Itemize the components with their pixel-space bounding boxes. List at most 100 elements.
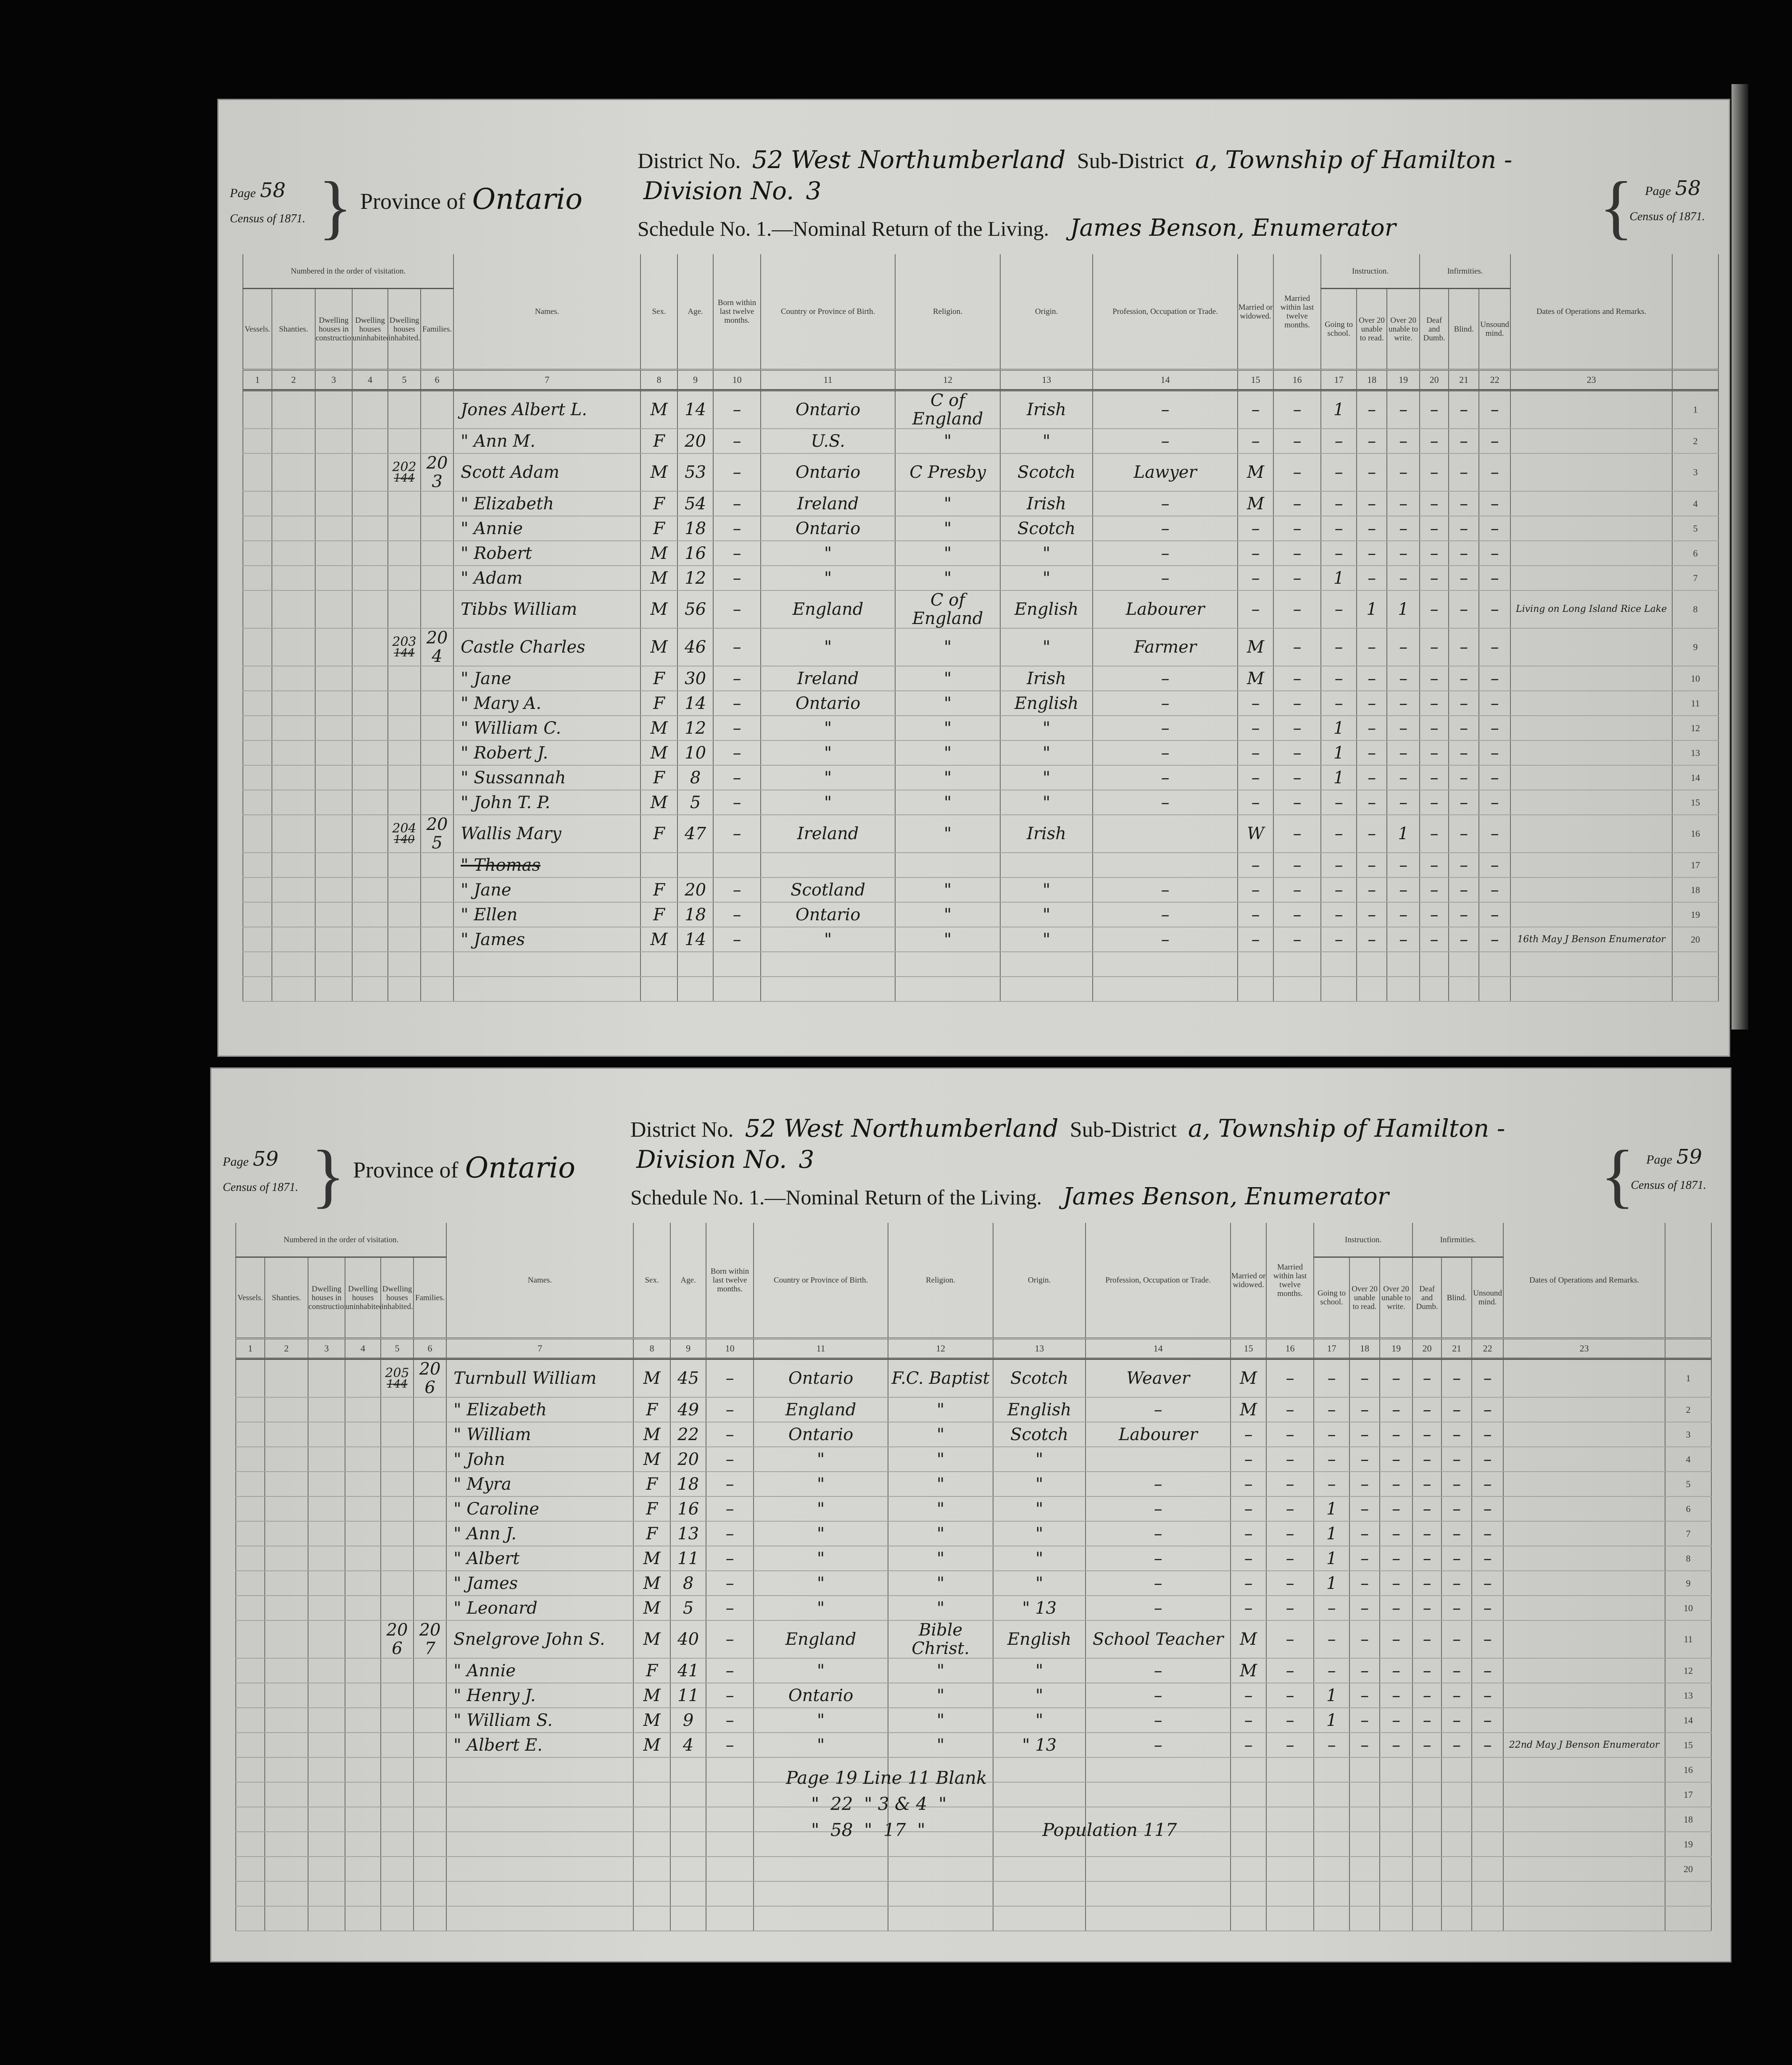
cell-col-21: – — [1441, 1397, 1473, 1422]
blank-cell — [1230, 1881, 1267, 1907]
cell-col-21: – — [1448, 453, 1480, 492]
cell-col-4 — [352, 628, 388, 666]
blank-cell — [1266, 1881, 1315, 1907]
cell-col-12: " — [895, 541, 1001, 566]
cell-col-3 — [308, 1620, 345, 1659]
blank-cell — [1230, 1906, 1267, 1931]
cell-col-6 — [413, 1832, 447, 1857]
blank-cell — [1672, 977, 1719, 1002]
cell-col-17: – — [1320, 790, 1357, 815]
cell-col-21: – — [1441, 1658, 1473, 1683]
cell-col-22: – — [1478, 666, 1511, 691]
cell-col-17: – — [1313, 1472, 1350, 1497]
cell-col-2 — [271, 815, 316, 853]
blank-cell — [993, 1881, 1086, 1907]
cell-col-7: " Annie — [453, 516, 641, 541]
cell-col-23 — [1503, 1832, 1666, 1857]
cell-col-21: – — [1441, 1422, 1473, 1447]
cell-col-22 — [1471, 1757, 1504, 1783]
cell-col-10: – — [713, 516, 762, 541]
cell-col-22: – — [1471, 1447, 1504, 1472]
cell-dwelling: 205 144 — [380, 1359, 414, 1398]
column-header: Born within last twelve months. — [706, 1223, 754, 1339]
blank-cell — [633, 1881, 671, 1907]
cell-col-9: 16 — [670, 1496, 707, 1522]
cell-col-16: – — [1266, 1496, 1315, 1522]
column-header: Dates of Operations and Remarks. — [1510, 254, 1673, 371]
cell-col-21: – — [1448, 902, 1480, 927]
cell-col-14: – — [1092, 740, 1239, 766]
cell-col-21: – — [1448, 927, 1480, 952]
cell-col-19: – — [1386, 716, 1420, 741]
table-row: " Robert M 16– " " " – – – – – – – – –6 — [242, 541, 1719, 566]
cell-col-14: Weaver — [1085, 1359, 1231, 1398]
cell-col-21: – — [1448, 541, 1480, 566]
cell-col-5 — [380, 1596, 414, 1621]
cell-col-6 — [420, 566, 454, 591]
cell-col-13 — [993, 1757, 1086, 1783]
cell-col-18: – — [1356, 740, 1388, 766]
cell-col-14: Labourer — [1092, 590, 1239, 629]
cell-col-5 — [380, 1571, 414, 1596]
cell-col-22: – — [1478, 491, 1511, 516]
table-row: " Robert J. M 10– " " " – – –1– – – – –13 — [242, 740, 1719, 766]
cell-col-1 — [235, 1422, 265, 1447]
cell-col-12: " — [888, 1733, 994, 1758]
cell-col-9: 41 — [670, 1658, 707, 1683]
cell-col-23 — [1510, 790, 1673, 815]
cell-col-12: " — [895, 815, 1001, 853]
cell-col-9: 40 — [670, 1620, 707, 1659]
cell-col-17: – — [1313, 1422, 1350, 1447]
cell-col-17: – — [1320, 453, 1357, 492]
table-row: " Henry J. M 11– Ontario " " – – –1– – – – –13 — [235, 1683, 1712, 1708]
cell-col-18: – — [1356, 429, 1388, 454]
cell-col-10: – — [706, 1397, 754, 1422]
blank-cell — [1441, 1906, 1473, 1931]
cell-col-17 — [1313, 1857, 1350, 1882]
cell-col-23 — [1510, 453, 1673, 492]
cell-col-19 — [1379, 1782, 1413, 1807]
cell-col-3 — [308, 1496, 345, 1522]
cell-col-5 — [380, 1857, 414, 1882]
column-header: Over 20 unable to read. — [1356, 288, 1388, 370]
cell-col-1 — [235, 1620, 265, 1659]
cell-col-4 — [352, 666, 388, 691]
cell-col-8: F — [640, 491, 678, 516]
cell-col-7: " Ann M. — [453, 429, 641, 454]
cell-col-23 — [1503, 1807, 1666, 1832]
cell-col-17: – — [1320, 853, 1357, 878]
cell-col-10: – — [706, 1658, 754, 1683]
cell-col-21: – — [1441, 1546, 1473, 1571]
cell-col-11: Ontario — [753, 1422, 889, 1447]
cell-col-2 — [264, 1521, 308, 1546]
column-number — [1672, 369, 1719, 391]
blank-cell — [1478, 977, 1511, 1002]
cell-col-20: – — [1419, 902, 1449, 927]
cell-col-1 — [235, 1472, 265, 1497]
cell-col-19: 1 — [1386, 815, 1420, 853]
column-header: Dwelling houses in construction. — [308, 1257, 345, 1338]
cell-col-18: – — [1349, 1521, 1381, 1546]
province-label: Province of — [353, 1157, 459, 1183]
cell-col-9: 45 — [670, 1359, 707, 1398]
cell-col-23 — [1510, 541, 1673, 566]
cell-col-5 — [387, 429, 421, 454]
cell-col-8: M — [633, 1546, 671, 1571]
cell-col-5 — [387, 765, 421, 790]
column-header: Deaf and Dumb. — [1412, 1257, 1442, 1338]
cell-col-1 — [242, 927, 272, 952]
schedule-title: Schedule No. 1.—Nominal Return of the Li… — [638, 217, 1049, 240]
cell-col-18 — [1349, 1757, 1381, 1783]
cell-col-9: 4 — [670, 1733, 707, 1758]
blank-cell — [670, 1881, 707, 1907]
cell-col-7: " Leonard — [446, 1596, 634, 1621]
table-row: 18 — [235, 1807, 1712, 1832]
cell-col-17: – — [1313, 1658, 1350, 1683]
cell-col-15: M — [1230, 1620, 1267, 1659]
cell-col-1 — [242, 429, 272, 454]
cell-col-4 — [352, 516, 388, 541]
cell-col-18: – — [1349, 1683, 1381, 1708]
cell-col-9: 11 — [670, 1546, 707, 1571]
blank-cell — [706, 1906, 754, 1931]
cell-col-7: " Albert E. — [446, 1733, 634, 1758]
